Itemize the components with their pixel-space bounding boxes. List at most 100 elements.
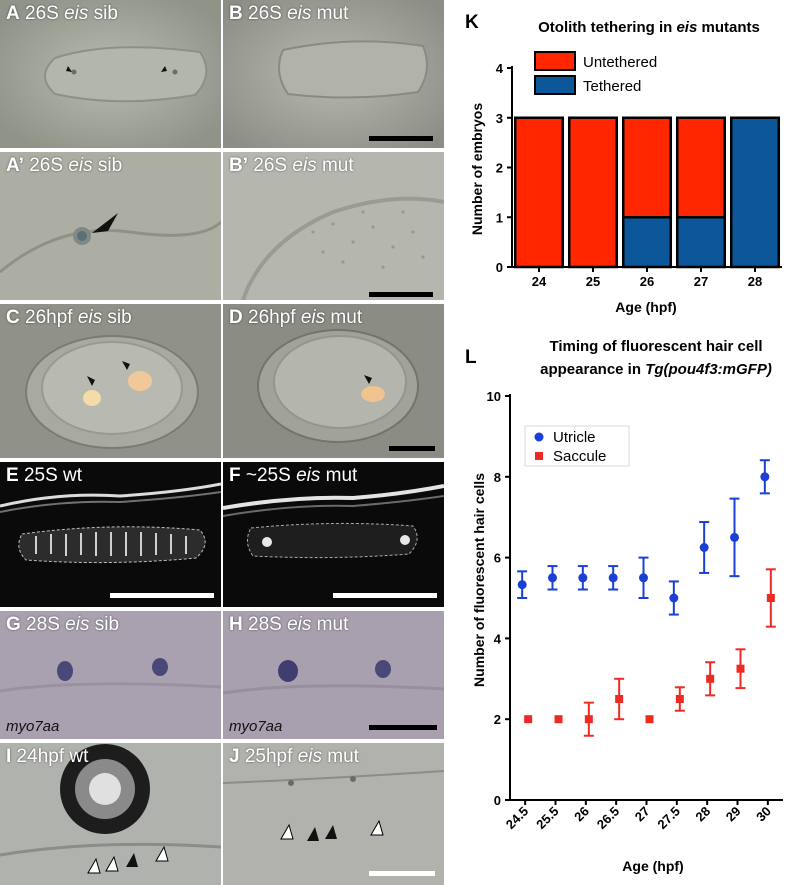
panel-k-letter: K [465, 12, 479, 33]
chart-l-hair-cell-timing: L Timing of fluorescent hair cell appear… [465, 338, 783, 874]
point-saccule-26.5 [615, 695, 624, 703]
panel-l-letter: L [465, 347, 477, 368]
otolith-closeup-sketch [223, 152, 444, 300]
otic-vesicle-sketch [223, 304, 444, 458]
x-tick-label: 27.5 [654, 804, 683, 833]
point-utricle-26.5 [608, 573, 618, 583]
legend-swatch-tethered [534, 75, 576, 95]
x-tick-label: 24 [532, 274, 547, 289]
bar-tethered-26 [621, 216, 673, 269]
point-saccule-24.5 [524, 715, 533, 724]
panel-b-image: B 26S eis mut [223, 0, 444, 148]
chart-k-title: Otolith tethering in eis mutants [538, 19, 760, 36]
chart-k-legend: Untethered Tethered [534, 51, 657, 95]
x-tick-label: 25 [586, 274, 600, 289]
chart-l-ylabel: Number of fluorescent hair cells [471, 473, 487, 687]
point-utricle-24.5 [517, 580, 527, 590]
in-situ-sketch [223, 611, 444, 739]
bar-tethered-28 [729, 116, 781, 269]
panel-b-prime-image: B’ 26S eis mut [223, 152, 444, 300]
bar-untethered-25 [567, 116, 619, 269]
panel-h-image: H 28S eis mut myo7aa [223, 611, 444, 739]
y-tick-label: 4 [494, 631, 502, 646]
scale-bar [389, 446, 435, 451]
chart-k-ylabel: Number of embryos [469, 103, 485, 235]
panel-a-prime-label: A’ 26S eis sib [6, 155, 123, 176]
panel-j-label: J 25hpf eis mut [229, 746, 359, 767]
x-tick-label: 26.5 [594, 804, 623, 833]
bar-untethered-27 [675, 116, 727, 219]
in-situ-sketch [0, 611, 221, 739]
point-utricle-28 [699, 543, 709, 552]
bar-tethered-27 [675, 216, 727, 269]
x-tick-label: 24.5 [503, 804, 532, 833]
y-tick-label: 6 [494, 551, 501, 566]
y-tick-label: 8 [494, 470, 501, 485]
legend-label-untethered: Untethered [583, 54, 657, 71]
panel-b-label: B 26S eis mut [229, 3, 349, 24]
legend-marker-utricle [534, 432, 544, 442]
panel-d-label: D 26hpf eis mut [229, 307, 363, 328]
point-saccule-30 [766, 594, 775, 602]
legend-box [524, 425, 630, 467]
point-utricle-29 [730, 532, 739, 542]
panel-b-prime-label: B’ 26S eis mut [229, 155, 354, 176]
point-saccule-25.5 [554, 715, 563, 724]
y-tick-label: 2 [494, 712, 501, 727]
panel-d-image: D 26hpf eis mut [223, 304, 444, 458]
x-tick-label: 27 [694, 274, 708, 289]
otic-vesicle-sketch [223, 0, 444, 148]
x-tick-label: 26 [571, 804, 592, 825]
otolith-sketch [223, 743, 444, 885]
panel-c-label: C 26hpf eis sib [6, 307, 132, 328]
x-tick-label: 28 [692, 804, 713, 825]
gene-label: myo7aa [6, 718, 60, 735]
x-tick-label: 27 [632, 804, 653, 825]
panel-h-label: H 28S eis mut [229, 614, 349, 635]
scale-bar [369, 871, 435, 876]
chart-k-otolith-tethering: K Otolith tethering in eis mutants Numbe… [465, 12, 782, 315]
y-tick-label: 2 [496, 161, 503, 176]
fluorescence-sketch [0, 462, 221, 607]
point-saccule-26 [584, 715, 593, 724]
y-tick-label: 3 [496, 111, 503, 126]
panel-e-label: E 25S wt [6, 465, 83, 486]
panel-i-image: I 24hpf wt [0, 743, 221, 885]
chart-l-xlabel: Age (hpf) [622, 858, 683, 874]
point-saccule-27.5 [675, 695, 684, 703]
scale-bar [369, 136, 433, 141]
panel-e-image: E 25S wt [0, 462, 221, 607]
bar-untethered-26 [621, 116, 673, 219]
otolith-closeup-sketch [0, 152, 221, 300]
scale-bar [369, 725, 437, 730]
y-tick-label: 1 [496, 210, 503, 225]
legend-marker-saccule [535, 452, 543, 460]
bar-untethered-24 [513, 116, 565, 269]
legend-label-tethered: Tethered [583, 78, 641, 95]
scale-bar [369, 292, 433, 297]
point-utricle-27.5 [669, 593, 679, 603]
point-utricle-25.5 [548, 573, 557, 583]
otic-vesicle-sketch [0, 304, 221, 458]
x-tick-label: 28 [748, 274, 762, 289]
point-utricle-30 [760, 472, 770, 482]
point-utricle-26 [578, 573, 588, 583]
chart-l-legend: Utricle Saccule [524, 425, 630, 467]
gene-label: myo7aa [229, 718, 283, 735]
legend-label-utricle: Utricle [553, 429, 596, 446]
panel-f-label: F ~25S eis mut [229, 465, 358, 486]
panel-j-image: J 25hpf eis mut [223, 743, 444, 885]
panel-a-label: A 26S eis sib [6, 3, 118, 24]
x-tick-label: 29 [723, 804, 744, 825]
panel-c-image: C 26hpf eis sib [0, 304, 221, 458]
x-tick-label: 30 [753, 804, 774, 825]
panel-g-label: G 28S eis sib [6, 614, 120, 635]
chart-l-title-line2: appearance in Tg(pou4f3:mGFP) [540, 361, 772, 378]
scale-bar [333, 593, 437, 598]
point-saccule-28 [706, 674, 715, 683]
x-tick-label: 26 [640, 274, 654, 289]
legend-swatch-untethered [534, 51, 576, 71]
chart-l-title-line1: Timing of fluorescent hair cell [549, 338, 762, 355]
x-tick-label: 25.5 [533, 804, 562, 833]
y-tick-label: 0 [496, 260, 503, 275]
